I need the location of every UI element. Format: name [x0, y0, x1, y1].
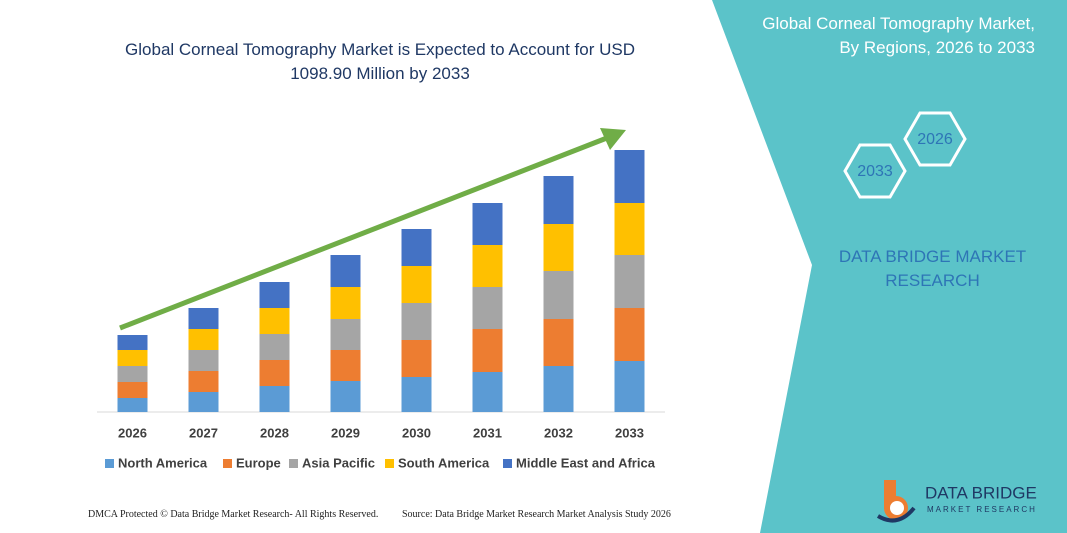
- bar-segment: [188, 308, 219, 329]
- bar-segment: [330, 287, 361, 319]
- bar-segment: [543, 176, 574, 224]
- bar-segment: [472, 203, 503, 245]
- bar-segment: [614, 255, 645, 308]
- bar-segment: [614, 308, 645, 361]
- bar-segment: [543, 271, 574, 319]
- bar-segment: [117, 366, 148, 382]
- bar-segment: [330, 381, 361, 412]
- bar-segment: [472, 372, 503, 412]
- side-panel-bg: [712, 0, 1067, 533]
- legend-label: Asia Pacific: [302, 455, 375, 470]
- x-tick-label: 2030: [402, 425, 431, 440]
- bar-segment: [259, 360, 290, 386]
- bar-segment: [401, 303, 432, 340]
- bar-segment: [472, 245, 503, 287]
- legend-swatch: [223, 459, 232, 468]
- legend-label: North America: [118, 455, 208, 470]
- bar-segment: [117, 382, 148, 398]
- logo-tagline: MARKET RESEARCH: [927, 505, 1037, 514]
- x-tick-label: 2031: [473, 425, 502, 440]
- bar-segment: [117, 398, 148, 412]
- x-tick-label: 2033: [615, 425, 644, 440]
- hexagon-label: 2033: [857, 163, 893, 180]
- bar-segment: [330, 319, 361, 350]
- trend-arrow: [119, 133, 613, 331]
- bar-segment: [330, 350, 361, 381]
- bar-segment: [188, 350, 219, 371]
- bar-segment: [543, 224, 574, 271]
- bar-segment: [614, 361, 645, 412]
- x-tick-label: 2027: [189, 425, 218, 440]
- x-tick-label: 2032: [544, 425, 573, 440]
- hexagon: [843, 143, 907, 199]
- legend-label: South America: [398, 455, 490, 470]
- legend-label: Middle East and Africa: [516, 455, 656, 470]
- footer-right: Source: Data Bridge Market Research Mark…: [402, 509, 671, 520]
- legend-swatch: [385, 459, 394, 468]
- bar-segment: [401, 377, 432, 412]
- bar-segment: [259, 334, 290, 360]
- bar-segment: [543, 366, 574, 412]
- logo-icon: [876, 480, 916, 523]
- hexagon-label: 2026: [917, 131, 953, 148]
- bar-segment: [330, 255, 361, 287]
- bar-segment: [614, 203, 645, 255]
- bar-segment: [401, 266, 432, 303]
- bar-segment: [259, 282, 290, 308]
- x-tick-label: 2026: [118, 425, 147, 440]
- legend-label: Europe: [236, 455, 281, 470]
- company-name: DATA BRIDGE MARKET RESEARCH: [838, 247, 1027, 290]
- bar-segment: [188, 392, 219, 412]
- footer-left: DMCA Protected © Data Bridge Market Rese…: [88, 509, 379, 520]
- x-tick-label: 2029: [331, 425, 360, 440]
- bar-segment: [259, 308, 290, 334]
- side-title: Global Corneal Tomography Market, By Reg…: [762, 14, 1035, 57]
- bar-segment: [188, 329, 219, 350]
- bar-segment: [259, 386, 290, 412]
- bar-segment: [543, 319, 574, 366]
- bar-segment: [117, 350, 148, 366]
- bar-segment: [188, 371, 219, 392]
- logo-name: DATA BRIDGE: [925, 483, 1037, 502]
- hexagon: [903, 111, 967, 167]
- trend-arrow-head: [600, 128, 626, 150]
- legend-swatch: [503, 459, 512, 468]
- x-tick-label: 2028: [260, 425, 289, 440]
- bar-segment: [472, 329, 503, 372]
- bar-segment: [117, 335, 148, 350]
- chart-title: Global Corneal Tomography Market is Expe…: [125, 40, 635, 83]
- bar-segment: [614, 150, 645, 203]
- bar-segment: [472, 287, 503, 329]
- legend-swatch: [289, 459, 298, 468]
- bar-segment: [401, 340, 432, 377]
- bar-segment: [401, 229, 432, 266]
- legend-swatch: [105, 459, 114, 468]
